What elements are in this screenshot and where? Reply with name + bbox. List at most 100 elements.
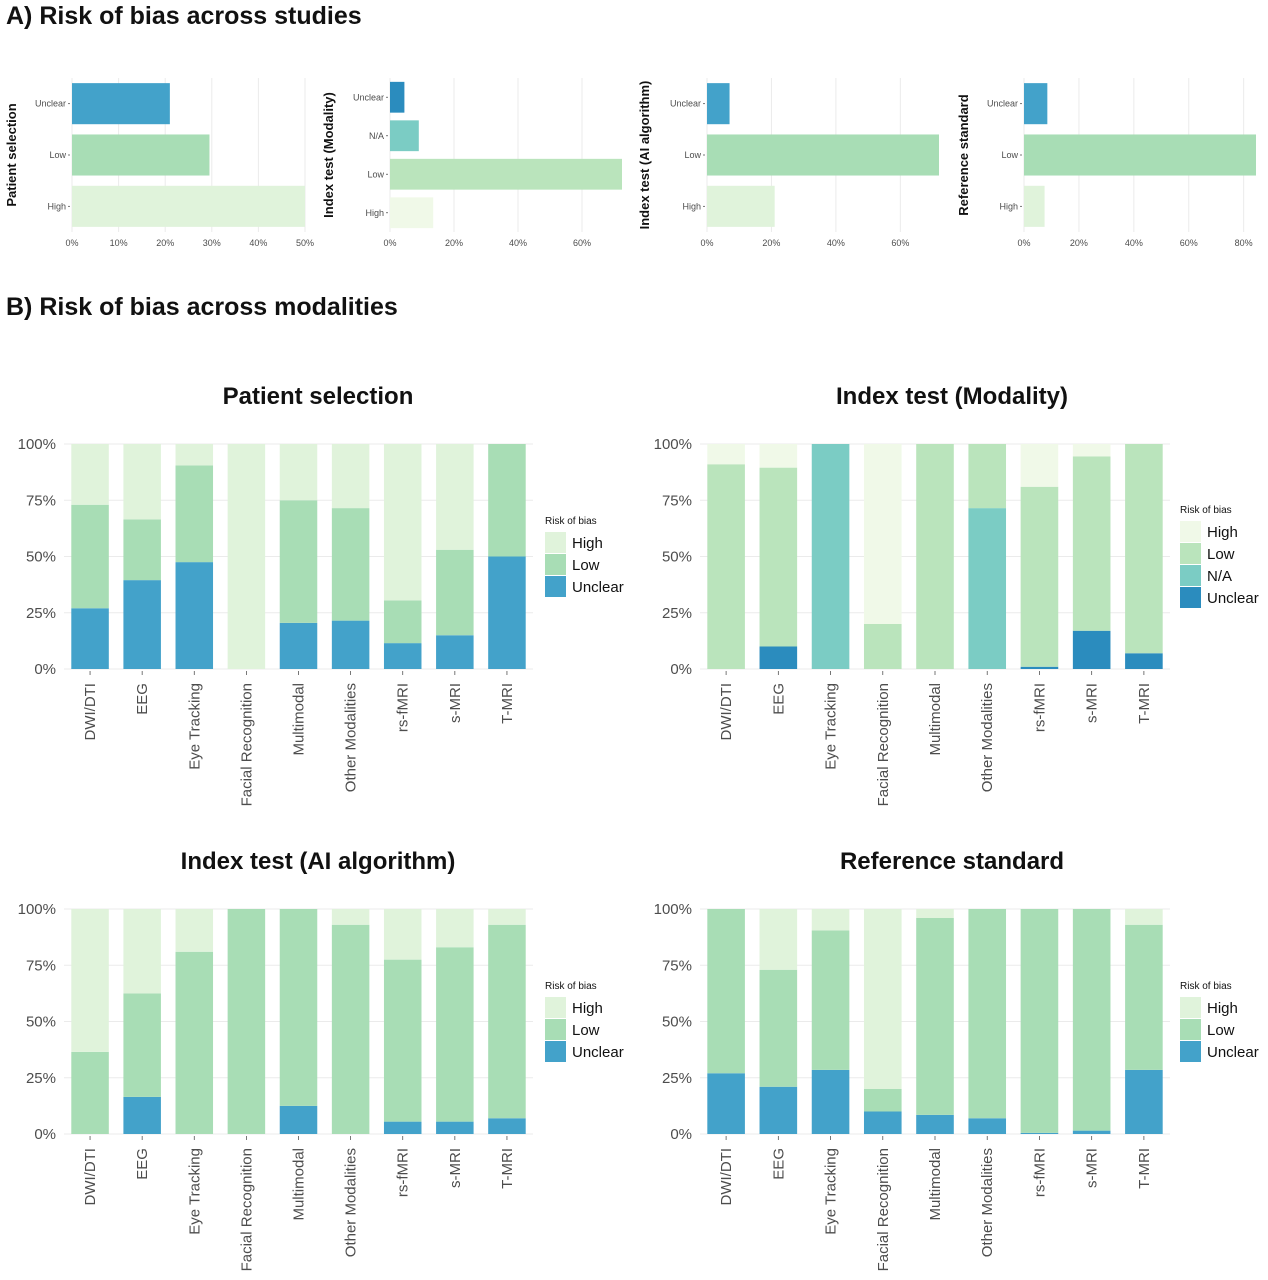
bar-facial-recognition-unclear	[863, 1111, 902, 1134]
legend-key-n-a	[1180, 565, 1201, 586]
legend-key-high	[1180, 997, 1201, 1018]
bar-other-modalities-low	[968, 444, 1007, 509]
x-tick-label: 0%	[383, 238, 396, 248]
bar-s-mri-unclear	[1072, 630, 1111, 669]
y-tick-label: 25%	[662, 605, 692, 622]
y-tick-label: 0%	[34, 661, 56, 678]
bar-eeg-low	[123, 993, 161, 1097]
bar-rs-fmri-low	[383, 600, 422, 644]
x-tick-label: Other Modalities	[343, 683, 360, 792]
bar-low	[1024, 134, 1256, 176]
legend-key-unclear	[1180, 587, 1201, 608]
x-tick-label: Multimodal	[291, 683, 308, 756]
y-tick-label: 25%	[26, 1070, 56, 1087]
x-tick-label: Multimodal	[291, 1148, 308, 1221]
chart-title: Index test (AI algorithm)	[181, 848, 456, 875]
bar-t-mri-unclear	[1125, 653, 1163, 669]
legend-label-low: Low	[572, 1022, 600, 1039]
bar-s-mri-unclear	[1072, 1130, 1111, 1134]
bar-t-mri-low	[1125, 444, 1163, 654]
bar-eye-tracking-unclear	[811, 1069, 850, 1134]
bar-eeg-high	[759, 444, 798, 468]
y-tick-label: 0%	[670, 661, 692, 678]
y-tick-label: Unclear	[35, 99, 66, 109]
x-tick-label: Eye Tracking	[186, 683, 203, 770]
bar-dwi-dti-high	[71, 444, 109, 505]
x-tick-label: Facial Recognition	[238, 683, 255, 806]
legend-key-low	[1180, 543, 1201, 564]
bar-high	[72, 185, 305, 227]
y-tick-label: Unclear	[987, 99, 1018, 109]
legend-key-high	[545, 532, 566, 553]
x-tick-label: T-MRI	[499, 1148, 516, 1189]
y-tick-label: 0%	[34, 1126, 56, 1143]
x-tick-label: 20%	[1070, 238, 1088, 248]
x-tick-label: Facial Recognition	[238, 1148, 255, 1271]
x-tick-label: rs-fMRI	[395, 1148, 412, 1197]
y-tick-label: High	[999, 201, 1018, 211]
x-tick-label: Facial Recognition	[875, 1148, 892, 1271]
x-tick-label: 80%	[1235, 238, 1253, 248]
bar-eye-tracking-high	[175, 909, 214, 952]
bar-multimodal-unclear	[279, 1105, 318, 1134]
bar-rs-fmri-unclear	[1020, 666, 1059, 669]
bar-multimodal-high	[279, 444, 318, 501]
legend-label-high: High	[572, 1000, 603, 1017]
bar-multimodal-low	[916, 918, 954, 1115]
legend-title: Risk of bias	[545, 981, 597, 992]
chart-title: Index test (Modality)	[836, 383, 1068, 410]
bar-other-modalities-low	[331, 508, 370, 621]
x-tick-label: EEG	[770, 1148, 787, 1180]
x-tick-label: 60%	[1180, 238, 1198, 248]
bar-other-modalities-n-a	[968, 508, 1007, 669]
bar-rs-fmri-high	[383, 444, 422, 601]
y-tick-label: 25%	[26, 605, 56, 622]
legend-label-unclear: Unclear	[1207, 1044, 1259, 1061]
x-tick-label: EEG	[134, 1148, 151, 1180]
bar-t-mri-high	[488, 909, 526, 925]
bar-multimodal-high	[916, 909, 954, 918]
x-tick-label: T-MRI	[1136, 1148, 1153, 1189]
bar-other-modalities-unclear	[968, 1118, 1007, 1134]
chart-title: Reference standard	[840, 848, 1064, 875]
x-tick-label: 0%	[1017, 238, 1030, 248]
bar-other-modalities-high	[331, 444, 370, 509]
bar-rs-fmri-unclear	[1020, 1132, 1059, 1134]
x-tick-label: 40%	[509, 238, 527, 248]
x-tick-label: 20%	[445, 238, 463, 248]
x-tick-label: s-MRI	[1084, 683, 1101, 723]
y-axis-title: Patient selection	[4, 103, 19, 206]
bar-dwi-dti-low	[707, 464, 745, 669]
legend-key-high	[545, 997, 566, 1018]
bar-unclear	[72, 83, 170, 125]
x-tick-label: Eye Tracking	[186, 1148, 203, 1235]
bar-other-modalities-high	[331, 909, 370, 925]
bar-rs-fmri-unclear	[383, 1121, 422, 1134]
y-tick-label: Low	[49, 150, 66, 160]
x-tick-label: T-MRI	[499, 683, 516, 724]
x-tick-label: 20%	[762, 238, 780, 248]
x-tick-label: 60%	[891, 238, 909, 248]
bar-low	[390, 158, 622, 190]
bar-rs-fmri-low	[1020, 909, 1059, 1133]
legend-key-unclear	[545, 576, 566, 597]
y-tick-label: Unclear	[353, 92, 384, 102]
legend-label-unclear: Unclear	[572, 1044, 624, 1061]
x-tick-label: 40%	[249, 238, 267, 248]
y-tick-label: High	[682, 201, 701, 211]
x-tick-label: Other Modalities	[343, 1148, 360, 1257]
x-tick-label: 40%	[827, 238, 845, 248]
x-tick-label: DWI/DTI	[82, 1148, 99, 1206]
x-tick-label: s-MRI	[447, 683, 464, 723]
bar-s-mri-low	[1072, 909, 1111, 1131]
bar-eeg-high	[759, 909, 798, 970]
bar-n-a	[390, 120, 419, 152]
x-tick-label: Multimodal	[927, 683, 944, 756]
legend-key-high	[1180, 521, 1201, 542]
bar-facial-recognition-high	[863, 909, 902, 1089]
y-tick-label: 100%	[18, 901, 56, 918]
bar-s-mri-low	[436, 947, 474, 1122]
